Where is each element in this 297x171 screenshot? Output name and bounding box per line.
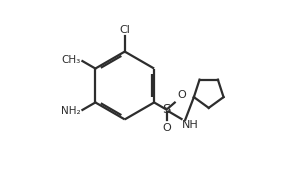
Text: Cl: Cl [119, 25, 130, 35]
Text: NH: NH [182, 120, 199, 130]
Text: O: O [177, 90, 186, 100]
Text: O: O [162, 123, 171, 133]
Text: CH₃: CH₃ [62, 55, 81, 65]
Text: NH₂: NH₂ [61, 106, 81, 116]
Text: S: S [162, 103, 171, 116]
